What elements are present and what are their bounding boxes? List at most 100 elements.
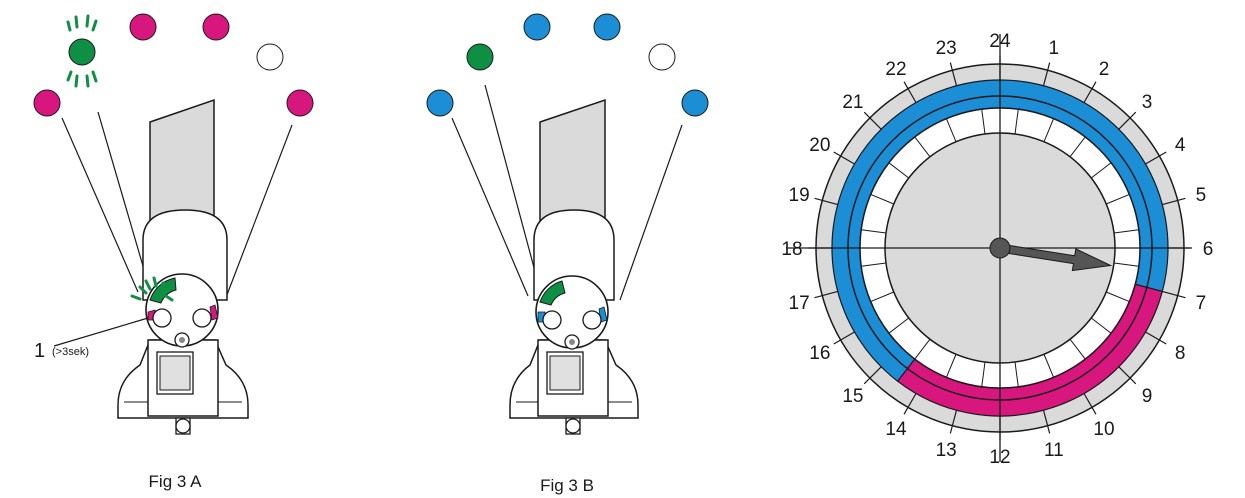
timer-hour-label: 7 (1196, 293, 1207, 314)
fig-3a-body (142, 209, 228, 301)
fig-3b-leader-lines (451, 84, 683, 301)
timer-hour-tick (863, 111, 882, 130)
fig-3b-tube (539, 98, 606, 223)
timer-hour-label: 17 (789, 293, 810, 314)
fig-3b-led-1 (426, 89, 454, 117)
fig-3a-led-2 (68, 38, 96, 66)
timer-inner-tick (870, 193, 894, 205)
timer-inner-tick (1106, 193, 1130, 205)
timer-hour-label: 9 (1142, 386, 1153, 407)
timer-hour-tick (1145, 151, 1167, 165)
timer-hour-tick (1118, 111, 1137, 130)
fig-3b-dial-green-indicator (539, 280, 566, 306)
timer-hour-tick (1083, 81, 1097, 103)
timer-pointer-arrow (998, 243, 1113, 272)
timer-inner-tick (981, 109, 986, 135)
timer-hour-label: 22 (885, 59, 906, 80)
timer-inner-tick (1113, 229, 1139, 234)
timer-inner-tick (1069, 136, 1086, 158)
fig-3a-callout-number: 1 (34, 340, 45, 362)
timer-inner-tick (1090, 317, 1112, 334)
fig-3a-caption: Fig 3 A (149, 472, 203, 491)
timer-hour-tick (949, 62, 958, 86)
timer-hour-tick (814, 197, 838, 206)
fig-3a-leader-lines (53, 111, 293, 347)
timer-hour-label: 18 (781, 239, 802, 260)
timer-hour-label: 15 (842, 386, 863, 407)
fig-3b-led-2 (466, 43, 494, 71)
timer-inner-ticks (861, 109, 1139, 387)
timer-hour-tick (833, 151, 855, 165)
fig-3a-dial-blink-rays (130, 276, 174, 302)
fig-3b-body (533, 209, 615, 301)
timer-hour-tick (1042, 410, 1051, 434)
timer-hour-tick (814, 290, 838, 299)
timer-inner-tick (1113, 262, 1139, 267)
fig-3a-callout-note: (>3sek) (52, 346, 89, 358)
fig-3b-knob-left (542, 310, 562, 330)
timer-inner-tick (1014, 361, 1019, 387)
timer-pointer-hub (989, 237, 1011, 259)
timer-hour-tick (903, 81, 917, 103)
timer-hour-tick (949, 410, 958, 434)
timer-inner-tick (945, 354, 957, 378)
timer-hour-label: 14 (885, 419, 907, 440)
timer-hour-tick (903, 393, 917, 415)
fig-3b-caption: Fig 3 B (540, 476, 594, 495)
timer-inner-tick (1069, 338, 1086, 360)
fig-3a-knob-right (192, 308, 212, 328)
timer-hour-tick (1162, 197, 1186, 206)
fig-3a-tube (149, 98, 215, 223)
timer-hour-tick (1042, 62, 1051, 86)
timer-hour-label: 1 (1049, 38, 1060, 59)
timer-hour-label: 16 (809, 343, 830, 364)
timer-hour-tick (1083, 393, 1097, 415)
fig-3a-led-4 (202, 13, 230, 41)
timer-hour-label: 11 (1044, 440, 1064, 461)
timer-hour-label: 24 (989, 31, 1011, 52)
fig-3a-dial-magenta-right (209, 304, 219, 321)
fig-3a-led-blink-rays (66, 14, 98, 88)
fig-3b-led-4 (593, 13, 621, 41)
timer-hour-label: 3 (1142, 92, 1153, 113)
fig-3a-led-5 (256, 43, 284, 71)
timer-hour-label: 8 (1175, 343, 1186, 364)
timer-inner-tick (888, 162, 910, 179)
fig-3b-device-illustration: Fig 3 B (426, 13, 709, 495)
fig-3a-led-3 (129, 13, 157, 41)
timer-hour-label: 13 (936, 440, 957, 461)
timer-hour-tick (1162, 290, 1186, 299)
timer-hour-label: 19 (789, 185, 810, 206)
timer-hour-tick (833, 331, 855, 345)
timer-inner-tick (1043, 354, 1055, 378)
timer-hour-tick (863, 366, 882, 385)
timer-hour-label: 10 (1093, 419, 1114, 440)
timer-inner-tick (1043, 118, 1055, 142)
timer-inner-tick (914, 136, 931, 158)
timer-hour-tick (1145, 331, 1167, 345)
timer-inner-tick (914, 338, 931, 360)
fig-3a-dial-green-indicator (149, 277, 177, 304)
timer-hour-label: 23 (936, 38, 957, 59)
fig-3a-led-1 (33, 89, 61, 117)
fig-3a-led-6 (286, 89, 314, 117)
fig-3b-led-6 (681, 89, 709, 117)
fig-3a-device-illustration: 1 (>3sek) Fig 3 A (33, 13, 314, 491)
timer-hour-label: 21 (842, 92, 863, 113)
timer-inner-tick (1014, 109, 1019, 135)
timer-inner-tick (945, 118, 957, 142)
timer-inner-tick (888, 317, 910, 334)
fig-3b-knob-right (582, 310, 602, 330)
timer-inner-tick (1090, 162, 1112, 179)
timer-hour-label: 12 (989, 447, 1010, 468)
timer-inner-tick (870, 291, 894, 303)
fig-3a-knob-left (152, 308, 172, 328)
timer-pointer (989, 237, 1113, 272)
timer-hour-label: 6 (1203, 239, 1214, 260)
timer-hour-tick (1118, 366, 1137, 385)
timer-inner-tick (861, 229, 887, 234)
timer-hour-label: 20 (809, 135, 830, 156)
